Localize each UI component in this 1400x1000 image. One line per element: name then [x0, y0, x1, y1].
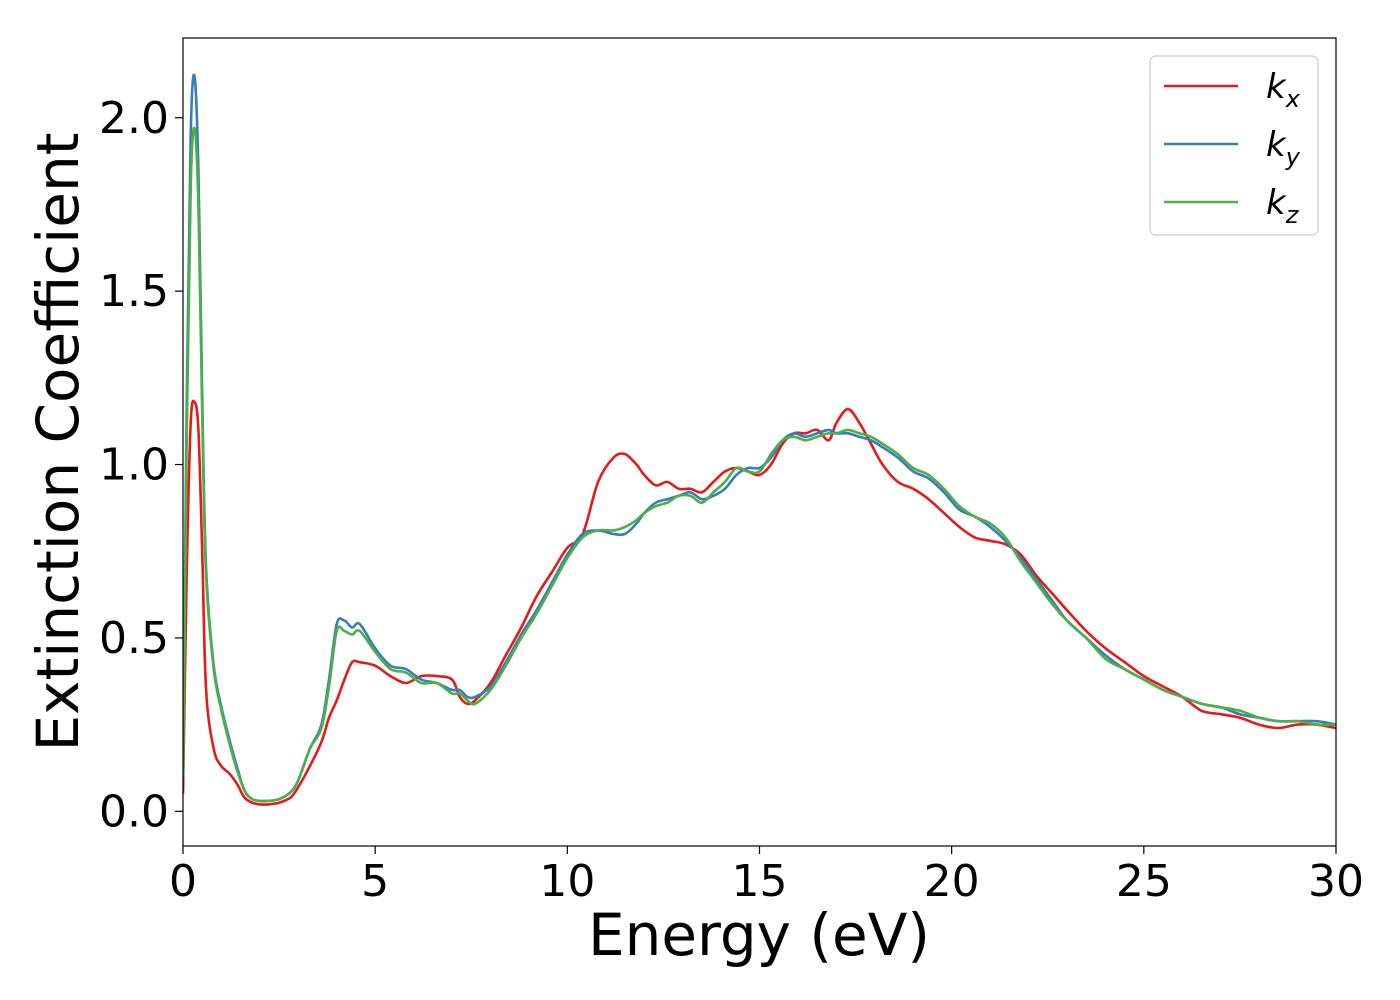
x-tick-label: 10: [539, 856, 595, 907]
x-tick-label: 5: [361, 856, 389, 907]
series-line-kx: [183, 399, 1336, 806]
x-tick-label: 20: [924, 856, 980, 907]
x-tick-label: 0: [169, 856, 197, 907]
legend-label-kz: kz: [1266, 183, 1300, 229]
legend-label-ky: ky: [1266, 125, 1301, 171]
y-axis: 0.0 0.5 1.0 1.5 2.0: [99, 93, 183, 837]
x-tick-label: 15: [732, 856, 788, 907]
y-tick-label: 2.0: [99, 93, 169, 144]
series-line-kz: [183, 126, 1336, 803]
y-axis-label: Extinction Coefficient: [24, 133, 92, 752]
x-axis-label: Energy (eV): [588, 901, 930, 969]
legend-box: [1149, 55, 1319, 236]
legend: kx ky kz: [1149, 55, 1319, 236]
series-layer: [183, 73, 1336, 806]
y-tick-label: 1.5: [99, 266, 169, 317]
y-tick-label: 1.0: [99, 440, 169, 491]
y-tick-label: 0.0: [99, 786, 169, 837]
y-tick-label: 0.5: [99, 613, 169, 664]
legend-label-kx: kx: [1266, 67, 1301, 113]
x-axis: 0 5 10 15 20 25 30: [169, 846, 1364, 907]
x-tick-label: 30: [1308, 856, 1364, 907]
x-tick-label: 25: [1116, 856, 1172, 907]
